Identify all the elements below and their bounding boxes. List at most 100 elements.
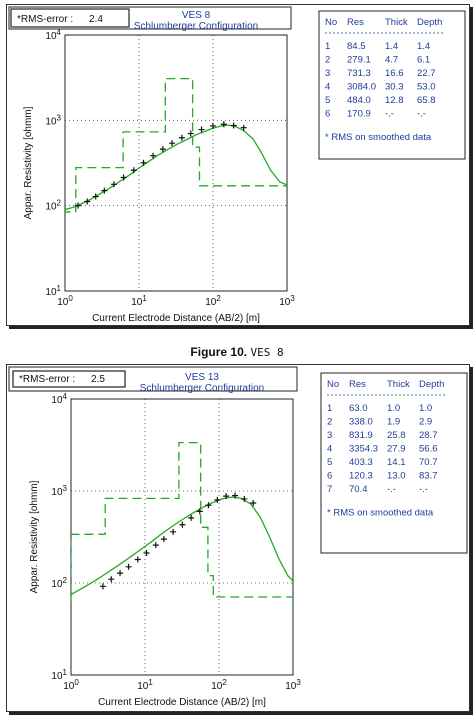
ves13-table-cell: 338.0 [349,417,373,428]
ves13-table-cell: 70.4 [349,484,368,495]
ves13-table-cell: 13.0 [387,471,406,482]
ves13-data-point [223,493,230,500]
ves8-table-cell: -.- [417,109,426,120]
ves8-data-point [230,122,237,129]
ves13-y-tick-label: 103 [51,484,67,498]
ves8-table-cell: 3084.0 [347,82,376,93]
ves13-rms-value: 2.5 [91,374,105,385]
ves8-data-point [159,146,166,153]
ves8-table-cell: 3 [325,68,330,79]
ves8-rms-box [10,8,130,28]
ves13-y-tick-label: 101 [51,668,67,682]
ves13-table-cell: 403.3 [349,457,373,468]
ves13-table-header-no: No [327,379,339,390]
ves13-table-cell: 3354.3 [349,444,378,455]
ves13-table-header-thick: Thick [387,379,410,390]
ves8-table-cell: -.- [385,109,394,120]
ves8-y-tick-label: 104 [45,28,61,42]
ves13-table-cell: 831.9 [349,430,373,441]
ves13-table-cell: -.- [387,484,396,495]
ves13-data-point [152,542,159,549]
ves8-data-point [84,198,91,205]
ves8-y-axis-label: Appar. Resistivity [ohmm] [23,106,34,219]
ves8-table-cell: 5 [325,95,330,106]
ves8-table-note: * RMS on smoothed data [325,132,432,143]
ves13-rms-box [12,370,126,388]
ves8-chart-subtitle: Schlumberger Configuration [134,21,259,32]
ves8-plot-group [65,77,287,213]
chart-panel-ves13: *RMS-error : 2.5 VES 13 Schlumberger Config… [6,364,470,712]
ves13-data-point [143,549,150,556]
ves13-table-cell: 70.7 [419,457,438,468]
ves8-table-cell: 22.7 [417,68,436,79]
ves13-x-tick-label: 101 [137,678,153,692]
ves8-x-axis-label: Current Electrode Distance (AB/2) [m] [92,313,260,324]
ves13-table-cell: 27.9 [387,444,406,455]
ves13-data-point [125,563,132,570]
chart-panel-ves8: *RMS-error : 2.4 VES 8 Schlumberger Configu… [6,4,470,326]
ves8-table-cell: 6 [325,109,330,120]
ves13-data-point [170,528,177,535]
ves13-table-cell: 28.7 [419,430,438,441]
ves8-table-header-res: Res [347,17,364,28]
ves8-calculated-curve [65,124,287,211]
ves13-data-point [99,583,106,590]
ves13-x-tick-label: 100 [63,678,79,692]
caption-bold: Figure 10. [190,345,248,359]
ves13-table-cell: 2 [327,417,332,428]
ves13-layer-model-line [71,441,293,603]
ves8-table-cell: 4 [325,82,330,93]
ves13-plot-frame [70,398,294,676]
ves8-data-point [140,159,147,166]
ves13-data-point [108,576,115,583]
ves8-table-cell: 12.8 [385,95,404,106]
ves13-data-point [214,496,221,503]
ves8-data-point [101,187,108,194]
ves13-table-cell: 14.1 [387,457,406,468]
ves13-data-point [134,556,141,563]
ves8-results-table-box [318,10,466,160]
ves8-data-point [92,193,99,200]
ves8-x-tick-label: 102 [205,294,221,308]
ves13-table-cell: -.- [419,484,428,495]
ves13-y-tick-label: 104 [51,392,67,406]
ves8-table-cell: 170.9 [347,109,371,120]
ves13-data-point [232,492,239,499]
ves8-data-point [240,124,247,131]
ves13-data-point [179,521,186,528]
ves8-table-cell: 1.4 [385,41,398,52]
ves8-table-cell: 484.0 [347,95,371,106]
ves13-table-cell: 7 [327,484,332,495]
ves8-data-point [120,174,127,181]
ves13-table-cell: 1.0 [419,403,432,414]
ves8-table-header-no: No [325,17,337,28]
ves13-table-cell: 25.8 [387,430,406,441]
ves13-data-point [117,570,124,577]
ves13-data-point [241,495,248,502]
ves13-data-point [196,508,203,515]
ves8-data-point [169,140,176,147]
figure-caption: Figure 10. VES 8 [0,345,474,359]
ves8-y-tick-label: 101 [45,284,61,298]
ves8-data-point [75,202,82,209]
ves8-x-tick-label: 101 [131,294,147,308]
ves13-table-cell: 1.9 [387,417,400,428]
ves13-rms-label: *RMS-error : [19,374,75,385]
ves8-plot-frame [64,34,288,292]
ves13-table-cell: 2.9 [419,417,432,428]
ves8-table-cell: 84.5 [347,41,366,52]
ves8-table-cell: 4.7 [385,55,398,66]
ves8-table-cell: 65.8 [417,95,436,106]
ves8-data-point [198,126,205,133]
ves13-data-point [250,500,257,507]
ves8-x-tick-label: 103 [279,294,295,308]
ves8-x-tick-label: 100 [57,294,73,308]
caption-mono: VES 8 [250,346,284,359]
ves13-results-table-box [320,372,468,554]
ves8-data-point [187,130,194,137]
ves8-table-cell: 30.3 [385,82,404,93]
ves8-table-cell: 731.3 [347,68,371,79]
ves8-data-point [150,152,157,159]
